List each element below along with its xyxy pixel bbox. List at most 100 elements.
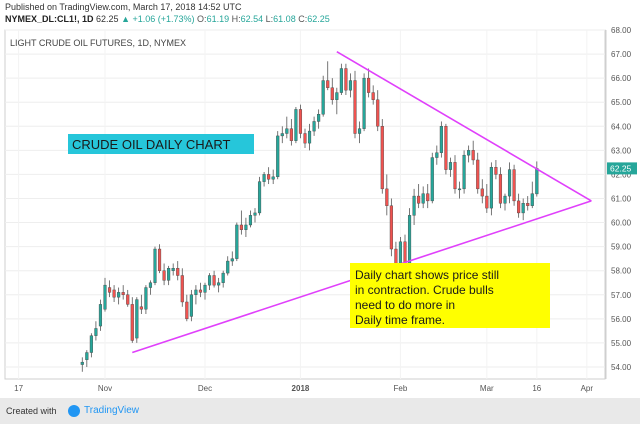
candle	[217, 277, 221, 293]
candle-body	[394, 248, 398, 264]
y-tick-label: 67.00	[611, 50, 632, 59]
tradingview-brand-link[interactable]: TradingView	[84, 405, 140, 416]
candle-body	[221, 272, 225, 283]
candle	[267, 167, 271, 185]
candle	[494, 159, 498, 180]
time-axis: 17 Nov Dec 2018 Feb Mar 16 Apr	[14, 30, 593, 393]
candle	[421, 186, 425, 209]
candle-body	[471, 150, 475, 161]
candle-body	[503, 195, 507, 204]
candle-body	[198, 289, 203, 293]
candle	[257, 176, 262, 216]
candle	[235, 222, 239, 262]
candle	[312, 116, 316, 136]
high-label: H:	[231, 14, 241, 24]
candle	[198, 282, 203, 298]
candle-body	[462, 154, 466, 190]
candle	[448, 157, 453, 177]
candle	[417, 184, 421, 209]
candle	[157, 244, 162, 274]
candle	[521, 198, 525, 221]
x-tick-label: Dec	[198, 384, 212, 393]
candle-body	[157, 248, 162, 271]
candle-body	[407, 215, 412, 267]
candle	[85, 350, 89, 367]
candle	[526, 196, 530, 211]
candle	[207, 273, 212, 290]
candle	[171, 263, 175, 276]
candle	[376, 90, 380, 132]
candle	[385, 174, 389, 216]
close-label: C:	[298, 14, 308, 24]
trendline-upper[interactable]	[336, 50, 592, 202]
candle-body	[517, 200, 521, 214]
candle-body	[521, 203, 525, 214]
candle-body	[235, 224, 239, 259]
candle	[339, 63, 343, 95]
y-tick-label: 54.00	[611, 363, 632, 372]
annotation-label-text: CRUDE OIL DAILY CHART	[72, 137, 231, 152]
candle-body	[121, 292, 125, 295]
footer-bar: Created with TradingView	[0, 398, 640, 424]
candle-body	[167, 268, 171, 281]
candle-body	[335, 92, 339, 100]
candle	[462, 150, 466, 194]
x-tick-label: 16	[532, 384, 541, 393]
created-with-text: Created with	[6, 406, 57, 416]
candle-body	[85, 352, 89, 360]
candle-body	[476, 159, 480, 190]
candle	[507, 162, 512, 204]
candle-body	[148, 282, 153, 288]
candle	[80, 357, 84, 372]
price-chart[interactable]: 54.00 55.00 56.00 57.00 58.00 59.00 60.00 61.00…	[0, 26, 640, 398]
candle-body	[294, 109, 298, 141]
candle	[203, 282, 207, 300]
candle-body	[367, 77, 371, 93]
x-tick-label: Nov	[98, 384, 112, 393]
candle-body	[498, 174, 503, 204]
candle	[262, 172, 266, 187]
candle-body	[176, 268, 180, 276]
annotation-label-box	[68, 134, 254, 154]
candle-body	[244, 224, 248, 230]
y-tick-label: 65.00	[611, 98, 632, 107]
candle	[512, 164, 516, 206]
x-tick-label: 2018	[292, 384, 310, 393]
candle	[285, 116, 289, 139]
candle	[412, 188, 416, 225]
low-label: L:	[265, 14, 274, 24]
published-line: Published on TradingView.com, March 17, …	[5, 2, 242, 12]
note-box	[350, 263, 550, 328]
y-tick-label: 64.00	[611, 122, 632, 131]
candle	[148, 280, 153, 295]
candle-body	[289, 128, 293, 141]
candle-body	[376, 99, 380, 127]
candle-body	[535, 168, 539, 195]
candle-body	[453, 162, 457, 190]
y-tick-label: 61.00	[611, 194, 632, 203]
candle	[321, 75, 325, 117]
candle	[430, 152, 434, 204]
candle	[221, 270, 225, 288]
y-tick-label: 59.00	[611, 243, 632, 252]
candle-body	[80, 361, 84, 365]
low-value: 61.08	[273, 14, 296, 24]
candle	[112, 285, 116, 302]
candle-body	[526, 203, 530, 206]
candle	[226, 256, 230, 276]
y-tick-label: 63.00	[611, 146, 632, 155]
candle	[98, 299, 103, 331]
candle-body	[189, 294, 193, 317]
candle	[294, 107, 298, 144]
candle-body	[330, 87, 334, 101]
current-price-text: 62.25	[610, 163, 632, 173]
candle	[471, 140, 475, 165]
candle-body	[317, 114, 321, 122]
candle-body	[348, 80, 353, 91]
candle	[121, 285, 125, 300]
candle	[189, 289, 193, 322]
candle	[153, 246, 157, 286]
candle-body	[457, 188, 462, 191]
last-price: 62.25	[96, 14, 119, 24]
x-tick-label: Apr	[581, 384, 594, 393]
